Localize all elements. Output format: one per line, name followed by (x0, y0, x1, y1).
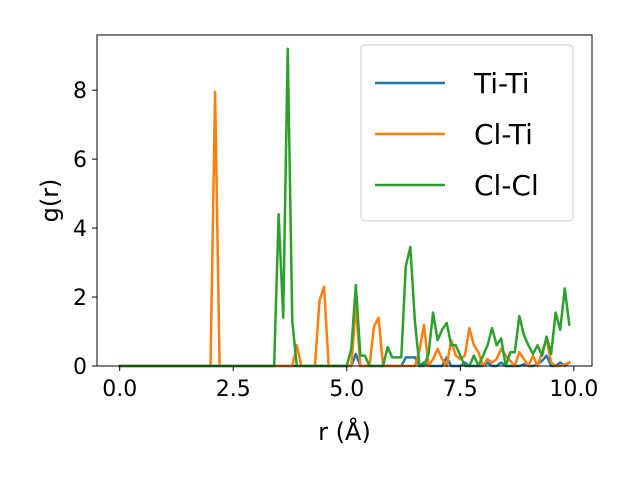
y-tick-label: 2 (73, 286, 87, 311)
x-axis-label: r (Å) (318, 417, 371, 446)
legend: Ti-Ti Cl-Ti Cl-Cl (360, 44, 574, 222)
plot-frame (96, 34, 593, 367)
legend-box (360, 44, 574, 222)
y-tick-label: 6 (73, 148, 87, 173)
x-axis: 0.0 2.5 5.0 7.5 10.0 (102, 366, 598, 402)
y-tick-label: 0 (73, 355, 87, 380)
y-tick-label: 4 (73, 217, 87, 242)
legend-label-cl-ti: Cl-Ti (474, 118, 533, 151)
y-axis-label: g(r) (36, 179, 64, 223)
legend-label-cl-cl: Cl-Cl (474, 169, 539, 202)
y-axis: 0 2 4 6 8 (73, 79, 97, 380)
x-tick-label: 10.0 (549, 377, 598, 402)
x-tick-label: 5.0 (329, 377, 364, 402)
x-tick-label: 2.5 (216, 377, 251, 402)
legend-label-ti-ti: Ti-Ti (473, 67, 530, 100)
series-line-cl-ti (118, 90, 571, 368)
y-tick-label: 8 (73, 79, 87, 104)
x-tick-label: 7.5 (443, 377, 478, 402)
x-tick-label: 0.0 (102, 377, 137, 402)
